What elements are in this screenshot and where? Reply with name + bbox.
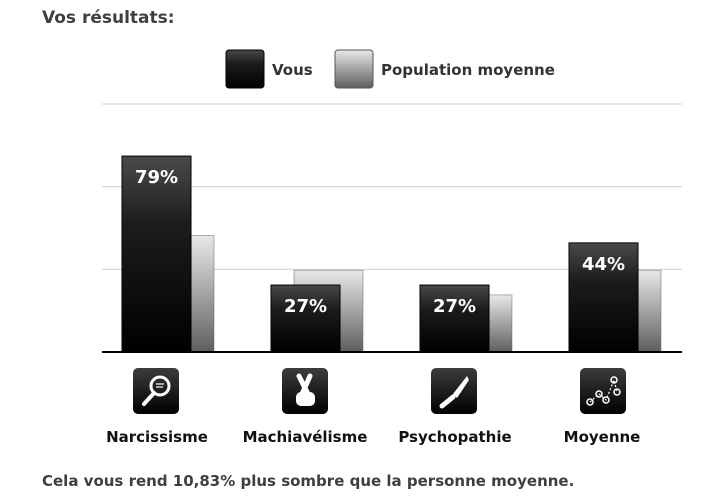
crossed-fingers-icon bbox=[282, 368, 328, 414]
legend-label-population: Population moyenne bbox=[381, 61, 555, 79]
constellation-icon bbox=[580, 368, 626, 414]
legend: Vous Population moyenne bbox=[225, 49, 555, 89]
results-bar-chart: Vous Population moyenne 79% 27% 27% 44% Nar… bbox=[102, 49, 682, 446]
value-label-moyenne: 44% bbox=[582, 254, 625, 275]
category-label-psychopathie: Psychopathie bbox=[398, 428, 511, 446]
value-label-machiavelisme: 27% bbox=[284, 296, 327, 317]
value-labels: 79% 27% 27% 44% bbox=[135, 167, 625, 317]
value-label-psychopathie: 27% bbox=[433, 296, 476, 317]
page-title: Vos résultats: bbox=[42, 8, 175, 28]
legend-swatch-vous bbox=[225, 49, 265, 89]
category-label-moyenne: Moyenne bbox=[564, 428, 641, 446]
bar-vous-moyenne bbox=[568, 242, 639, 353]
summary-text: Cela vous rend 10,83% plus sombre que la… bbox=[42, 472, 575, 490]
knife-icon bbox=[431, 368, 477, 414]
value-label-narcissisme: 79% bbox=[135, 167, 178, 188]
bars bbox=[121, 155, 662, 353]
category-label-machiavelisme: Machiavélisme bbox=[243, 428, 368, 446]
magnifier-icon bbox=[133, 368, 179, 414]
category-label-narcissisme: Narcissisme bbox=[106, 428, 208, 446]
bar-vous-narcissisme bbox=[121, 155, 192, 353]
legend-swatch-population bbox=[334, 49, 374, 89]
legend-label-vous: Vous bbox=[272, 61, 313, 79]
